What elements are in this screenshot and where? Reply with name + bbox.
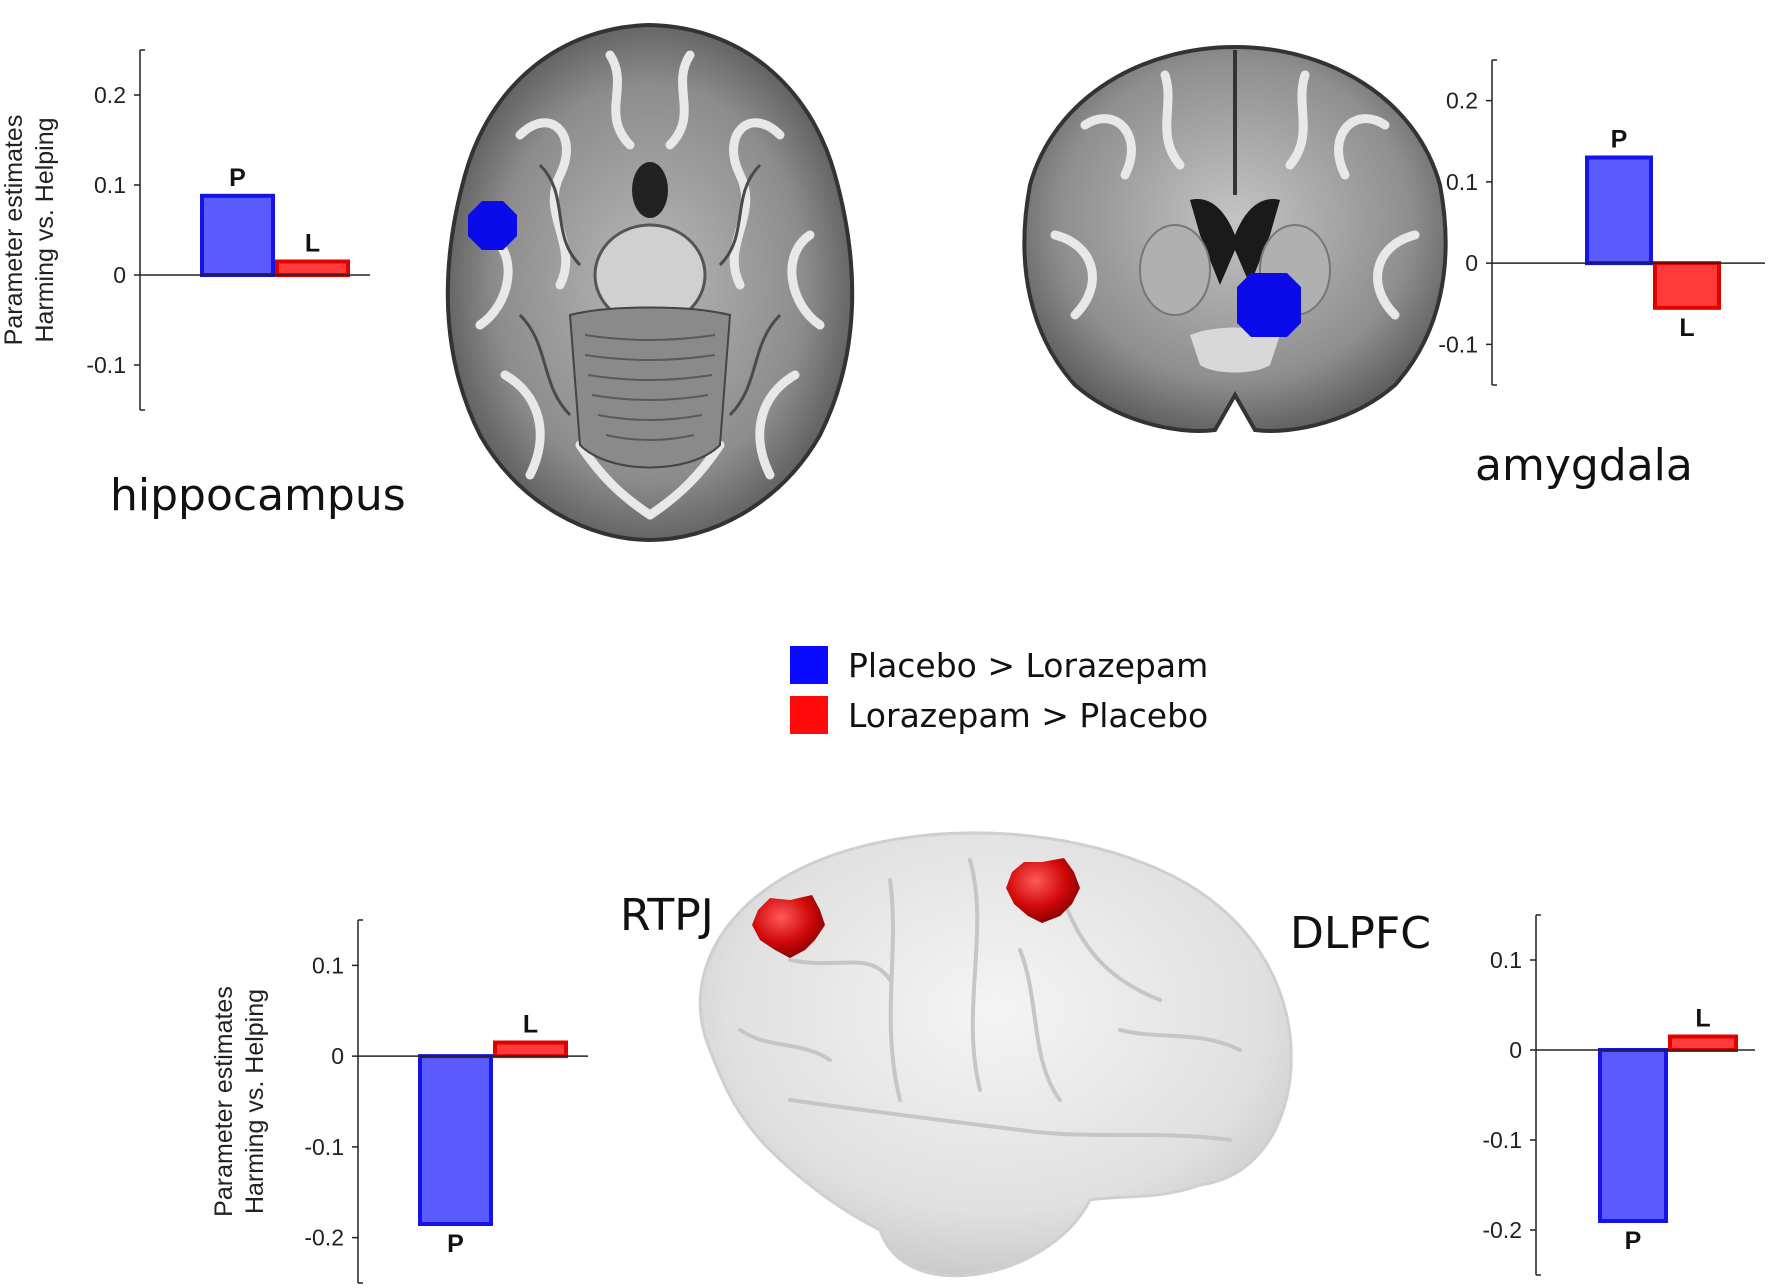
region-label-amygdala: amygdala [1475, 440, 1693, 491]
region-label-dlpfc: DLPFC [1290, 908, 1431, 959]
y-tick-label: 0 [1509, 1037, 1522, 1063]
y-tick-label: 0 [331, 1043, 344, 1069]
bar-l [493, 1040, 568, 1059]
axial-brain-slice [445, 22, 855, 543]
chart-rtpj: 0.1 0 -0.1 -0.2 P L Parameter estimates Harming… [210, 919, 588, 1284]
y-tick-label: 0.2 [94, 82, 126, 108]
chart-amygdala: 0.2 0.1 0 -0.1 P L [1438, 59, 1765, 386]
bar-label: L [305, 230, 320, 258]
y-axis-label: Harming vs. Helping [31, 117, 59, 342]
y-axis-label: Parameter estimates [210, 986, 238, 1217]
hippocampus-roi-marker [468, 201, 517, 250]
bar-l [1668, 1034, 1738, 1052]
bar-label: L [523, 1011, 538, 1039]
y-tick-label: 0.2 [1446, 88, 1478, 114]
region-label-hippocampus: hippocampus [110, 470, 406, 521]
y-tick-label: -0.1 [86, 352, 126, 378]
chart-hippocampus: 0.2 0.1 0 -0.1 P L Parameter estimates Harming … [0, 49, 370, 411]
dlpfc-roi-marker [1006, 858, 1080, 923]
legend-label-lorazepam: Lorazepam > Placebo [848, 695, 1209, 735]
chart-dlpfc: 0.1 0 -0.1 -0.2 P L [1482, 914, 1755, 1276]
bar-label: P [447, 1230, 464, 1258]
rtpj-roi-marker [752, 895, 825, 958]
bar-label: L [1679, 314, 1694, 342]
y-tick-label: 0.1 [1446, 169, 1478, 195]
bar-label: P [1611, 126, 1628, 154]
bar-p [200, 193, 275, 277]
y-tick-label: 0 [1465, 250, 1478, 276]
y-tick-label: -0.2 [304, 1225, 344, 1251]
bar-l [1653, 261, 1721, 310]
legend-item-placebo: Placebo > Lorazepam [790, 640, 1208, 690]
y-tick-label: 0 [113, 262, 126, 288]
y-tick-label: -0.2 [1482, 1217, 1522, 1243]
y-tick-label: 0.1 [94, 172, 126, 198]
region-label-rtpj: RTPJ [620, 890, 714, 941]
bar-p [418, 1054, 493, 1227]
y-tick-label: 0.1 [1490, 947, 1522, 973]
y-axis-label: Parameter estimates [0, 115, 28, 346]
bar-label: P [1625, 1227, 1642, 1255]
y-tick-label: -0.1 [1482, 1127, 1522, 1153]
y-tick-label: -0.1 [304, 1134, 344, 1160]
y-tick-label: 0.1 [312, 952, 344, 978]
y-tick-label: -0.1 [1438, 331, 1478, 357]
legend-swatch-red [790, 696, 828, 734]
bar-l [275, 259, 350, 277]
lateral-brain-surface [698, 831, 1293, 1278]
bar-p [1585, 155, 1653, 266]
y-axis-label: Harming vs. Helping [241, 989, 269, 1214]
bar-label: L [1695, 1005, 1710, 1033]
amygdala-roi-marker [1237, 273, 1301, 337]
bar-label: P [229, 164, 246, 192]
legend: Placebo > Lorazepam Lorazepam > Placebo [790, 640, 1208, 740]
legend-item-lorazepam: Lorazepam > Placebo [790, 690, 1208, 740]
legend-swatch-blue [790, 646, 828, 684]
legend-label-placebo: Placebo > Lorazepam [848, 645, 1209, 685]
coronal-brain-slice [1022, 44, 1448, 433]
bar-p [1598, 1048, 1668, 1223]
